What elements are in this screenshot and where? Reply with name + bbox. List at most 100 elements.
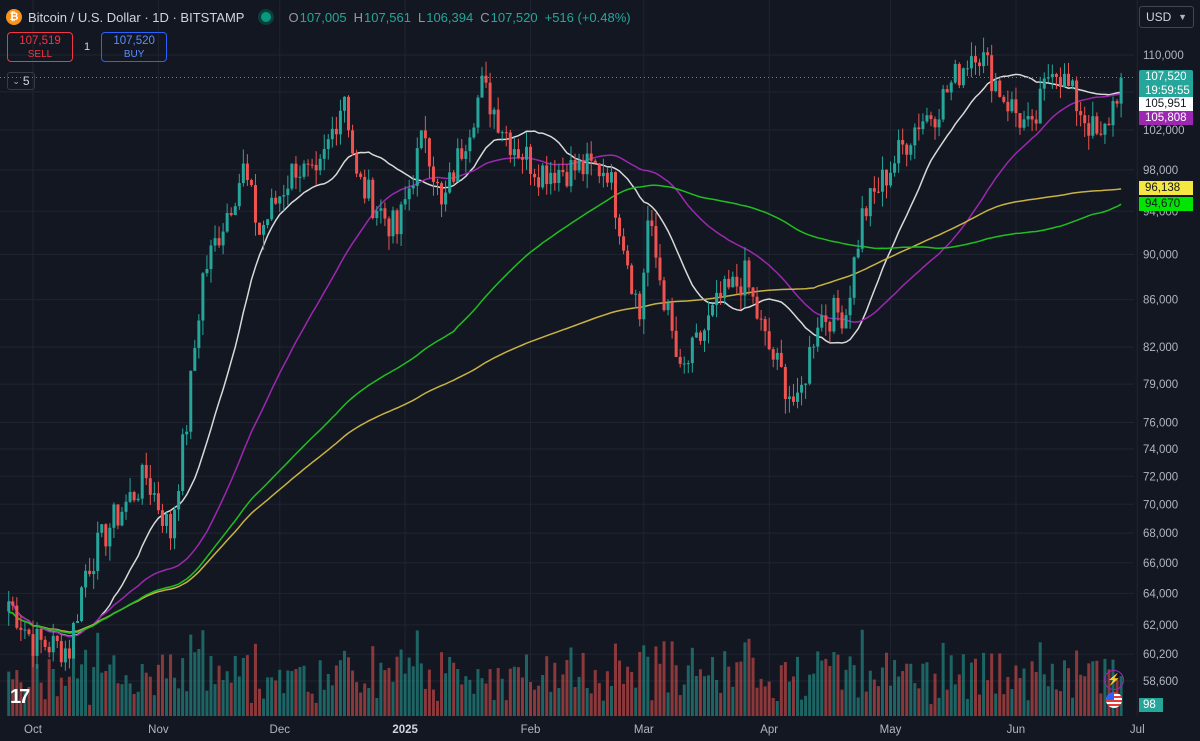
last-price-value: 107,520 bbox=[1145, 71, 1187, 83]
candle-body bbox=[613, 172, 617, 218]
candle-body bbox=[731, 276, 735, 288]
candle-body bbox=[233, 206, 237, 216]
buy-button[interactable]: 107,520 BUY bbox=[101, 32, 168, 62]
candle-body bbox=[646, 220, 650, 273]
candle-body bbox=[460, 148, 464, 159]
candle-body bbox=[266, 219, 270, 226]
candle-body bbox=[1042, 78, 1046, 89]
volume-bar bbox=[751, 657, 755, 716]
volume-bar bbox=[1095, 660, 1099, 716]
candle-body bbox=[783, 366, 787, 399]
volume-bar bbox=[597, 683, 601, 716]
volume-bar bbox=[444, 673, 448, 716]
candle-body bbox=[524, 146, 528, 160]
candle-body bbox=[1058, 76, 1062, 87]
volume-bar bbox=[561, 674, 565, 716]
volume-bar bbox=[868, 670, 872, 716]
candle-body bbox=[1018, 113, 1022, 128]
volume-bar bbox=[905, 663, 909, 716]
candle-body bbox=[905, 144, 909, 155]
candle-body bbox=[775, 352, 779, 360]
candle-body bbox=[104, 524, 108, 547]
market-status-icon[interactable] bbox=[258, 9, 275, 25]
volume-bar bbox=[504, 700, 508, 716]
candle-body bbox=[225, 212, 229, 232]
volume-bar bbox=[136, 691, 140, 716]
x-tick-label: Nov bbox=[148, 724, 169, 736]
candle-body bbox=[7, 601, 11, 612]
x-tick-label: Jul bbox=[1130, 724, 1145, 736]
volume-bar bbox=[889, 685, 893, 716]
time-axis: Oct Nov Dec 2025 Feb Mar Apr May Jun Jul bbox=[24, 724, 1145, 736]
y-tick-label: 110,000 bbox=[1143, 50, 1184, 62]
volume-bar bbox=[880, 667, 884, 716]
flash-icon[interactable]: ⚡ bbox=[1104, 670, 1124, 690]
volume-bar bbox=[573, 687, 577, 716]
volume-bar bbox=[545, 656, 549, 716]
volume-bar bbox=[298, 667, 302, 716]
us-flag-icon[interactable] bbox=[1106, 692, 1122, 708]
candle-body bbox=[1083, 115, 1087, 124]
candle-body bbox=[310, 164, 314, 166]
candle-body bbox=[213, 238, 217, 246]
candle-body bbox=[884, 169, 888, 186]
candle-body bbox=[561, 169, 565, 173]
candle-body bbox=[901, 140, 905, 145]
sell-button[interactable]: 107,519 SELL bbox=[7, 32, 73, 62]
volume-bar bbox=[100, 672, 104, 716]
candle-body bbox=[355, 153, 359, 174]
candle-body bbox=[480, 75, 484, 98]
volume-bar bbox=[662, 641, 666, 716]
candle-body bbox=[500, 132, 504, 134]
candle-body bbox=[448, 172, 452, 193]
volume-bar bbox=[941, 642, 945, 716]
volume-bar bbox=[407, 657, 411, 716]
currency-select[interactable]: USD ▼ bbox=[1139, 6, 1194, 28]
bitcoin-logo-icon: ₿ bbox=[6, 9, 22, 25]
ohlc-high-value: 107,561 bbox=[363, 9, 411, 25]
candle-body bbox=[75, 621, 79, 623]
candle-body bbox=[670, 302, 674, 331]
volume-bar bbox=[937, 697, 941, 716]
volume-bar bbox=[1038, 642, 1042, 716]
candle-body bbox=[715, 292, 719, 305]
volume-bar bbox=[278, 669, 282, 716]
volume-bar bbox=[181, 658, 185, 716]
candle-body bbox=[241, 163, 245, 184]
candle-body bbox=[573, 159, 577, 171]
candle-body bbox=[609, 172, 613, 183]
volume-bar bbox=[771, 697, 775, 716]
candle-body bbox=[326, 139, 330, 150]
volume-bar bbox=[933, 673, 937, 716]
volume-bar bbox=[7, 671, 11, 716]
candle-body bbox=[1103, 123, 1107, 135]
y-tick-label: 90,000 bbox=[1143, 249, 1178, 261]
volume-bar bbox=[258, 688, 262, 716]
symbol-title[interactable]: Bitcoin / U.S. Dollar · 1D · BITSTAMP bbox=[28, 9, 245, 25]
volume-bar bbox=[1042, 674, 1046, 716]
volume-bar bbox=[1087, 663, 1091, 716]
volume-bar bbox=[173, 677, 177, 716]
candle-body bbox=[80, 587, 84, 622]
candle-body bbox=[678, 356, 682, 364]
candle-body bbox=[824, 315, 828, 322]
volume-bar bbox=[512, 666, 516, 716]
volume-bar bbox=[569, 647, 573, 716]
candle-body bbox=[444, 192, 448, 205]
candle-body bbox=[1002, 96, 1006, 102]
candle-body bbox=[383, 208, 387, 219]
volume-bar bbox=[225, 671, 229, 716]
volume-bar bbox=[605, 671, 609, 716]
volume-bar bbox=[630, 671, 634, 716]
volume-bar bbox=[860, 629, 864, 716]
candle-body bbox=[314, 164, 318, 171]
candle-body bbox=[771, 349, 775, 360]
tradingview-logo-icon: 17 bbox=[10, 686, 30, 708]
volume-bar bbox=[480, 678, 484, 716]
candle-body bbox=[63, 648, 67, 663]
volume-bar bbox=[520, 677, 524, 716]
volume-bar bbox=[1030, 661, 1034, 716]
indicators-toggle-button[interactable]: ⌄ 5 bbox=[7, 72, 35, 90]
candle-body bbox=[1014, 99, 1018, 114]
